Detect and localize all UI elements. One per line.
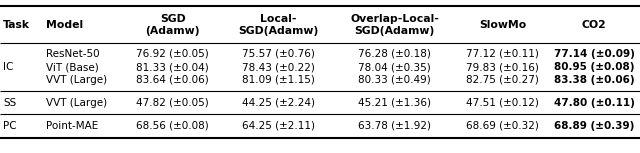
Text: 47.82 (±0.05): 47.82 (±0.05) [136,97,209,108]
Text: CO2: CO2 [582,19,607,30]
Text: ResNet-50: ResNet-50 [46,49,100,59]
Text: IC: IC [3,62,13,72]
Text: SlowMo: SlowMo [479,19,526,30]
Text: 63.78 (±1.92): 63.78 (±1.92) [358,121,431,131]
Text: SGD
(Adamw): SGD (Adamw) [145,13,200,35]
Text: 76.28 (±0.18): 76.28 (±0.18) [358,49,431,59]
Text: Local-
SGD(Adamw): Local- SGD(Adamw) [239,13,319,35]
Text: VVT (Large): VVT (Large) [46,75,107,85]
Text: 47.51 (±0.12): 47.51 (±0.12) [467,97,539,108]
Text: Model: Model [46,19,83,30]
Text: Point-MAE: Point-MAE [46,121,98,131]
Text: 83.64 (±0.06): 83.64 (±0.06) [136,75,209,85]
Text: 80.33 (±0.49): 80.33 (±0.49) [358,75,431,85]
Text: 82.75 (±0.27): 82.75 (±0.27) [467,75,539,85]
Text: Overlap-Local-
SGD(Adamw): Overlap-Local- SGD(Adamw) [350,13,439,35]
Text: 81.33 (±0.04): 81.33 (±0.04) [136,62,209,72]
Text: 68.89 (±0.39): 68.89 (±0.39) [554,121,634,131]
Text: ViT (Base): ViT (Base) [46,62,99,72]
Text: 68.69 (±0.32): 68.69 (±0.32) [467,121,539,131]
Text: 79.83 (±0.16): 79.83 (±0.16) [467,62,539,72]
Text: 75.57 (±0.76): 75.57 (±0.76) [242,49,315,59]
Text: Task: Task [3,19,30,30]
Text: 80.95 (±0.08): 80.95 (±0.08) [554,62,634,72]
Text: 76.92 (±0.05): 76.92 (±0.05) [136,49,209,59]
Text: 77.14 (±0.09): 77.14 (±0.09) [554,49,635,59]
Text: 78.43 (±0.22): 78.43 (±0.22) [242,62,315,72]
Text: 68.56 (±0.08): 68.56 (±0.08) [136,121,209,131]
Text: VVT (Large): VVT (Large) [46,97,107,108]
Text: 47.80 (±0.11): 47.80 (±0.11) [554,97,635,108]
Text: SS: SS [3,97,16,108]
Text: 45.21 (±1.36): 45.21 (±1.36) [358,97,431,108]
Text: 44.25 (±2.24): 44.25 (±2.24) [242,97,315,108]
Text: 83.38 (±0.06): 83.38 (±0.06) [554,75,634,85]
Text: 81.09 (±1.15): 81.09 (±1.15) [242,75,315,85]
Text: 64.25 (±2.11): 64.25 (±2.11) [242,121,315,131]
Text: 78.04 (±0.35): 78.04 (±0.35) [358,62,431,72]
Text: 77.12 (±0.11): 77.12 (±0.11) [467,49,539,59]
Text: PC: PC [3,121,17,131]
